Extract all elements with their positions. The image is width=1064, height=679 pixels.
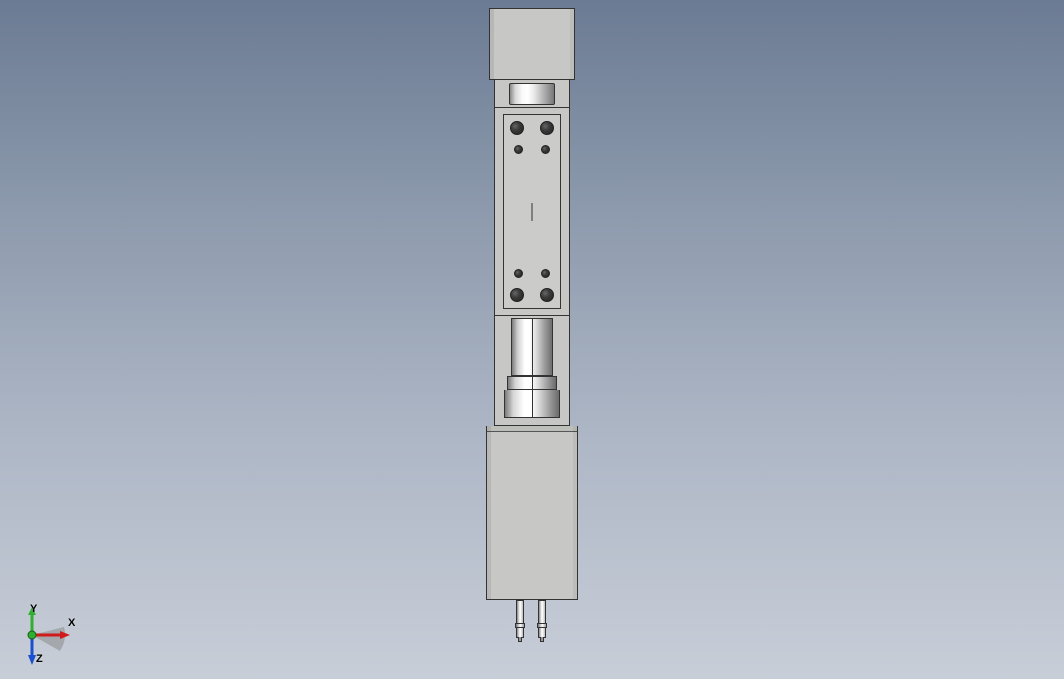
pin-right [538,600,546,638]
lower-block [486,426,578,600]
hole-plate-section [494,108,570,316]
cylinder-lower [504,390,560,418]
neck-cylinder [509,83,555,105]
inner-plate [503,114,561,309]
stepped-cylinder-section [494,316,570,426]
pin-row [486,600,578,646]
orientation-triad[interactable]: X Y Z [12,607,82,667]
hole-upper-right [541,145,550,154]
axis-y-label: Y [30,603,37,615]
hole-upper-left [514,145,523,154]
pin-left [516,600,524,638]
triad-origin [28,631,36,639]
axis-z-label: Z [36,653,43,665]
triad-svg [12,607,82,667]
cylinder-upper [511,318,553,376]
top-cap-block [489,8,575,80]
center-slit [532,203,533,221]
hole-bottom-left [510,288,524,302]
hole-lower-right [541,269,550,278]
hole-top-right [540,121,554,135]
cylinder-step [507,376,557,390]
axis-x-arrow [60,631,70,639]
cad-viewport[interactable]: X Y Z [0,0,1064,679]
axis-z-arrow [28,655,36,665]
hole-top-left [510,121,524,135]
model-assembly[interactable] [486,8,578,646]
hole-bottom-right [540,288,554,302]
hole-lower-left [514,269,523,278]
triad-shadow [32,627,65,651]
upper-neck-section [494,80,570,108]
axis-x-label: X [68,617,75,629]
